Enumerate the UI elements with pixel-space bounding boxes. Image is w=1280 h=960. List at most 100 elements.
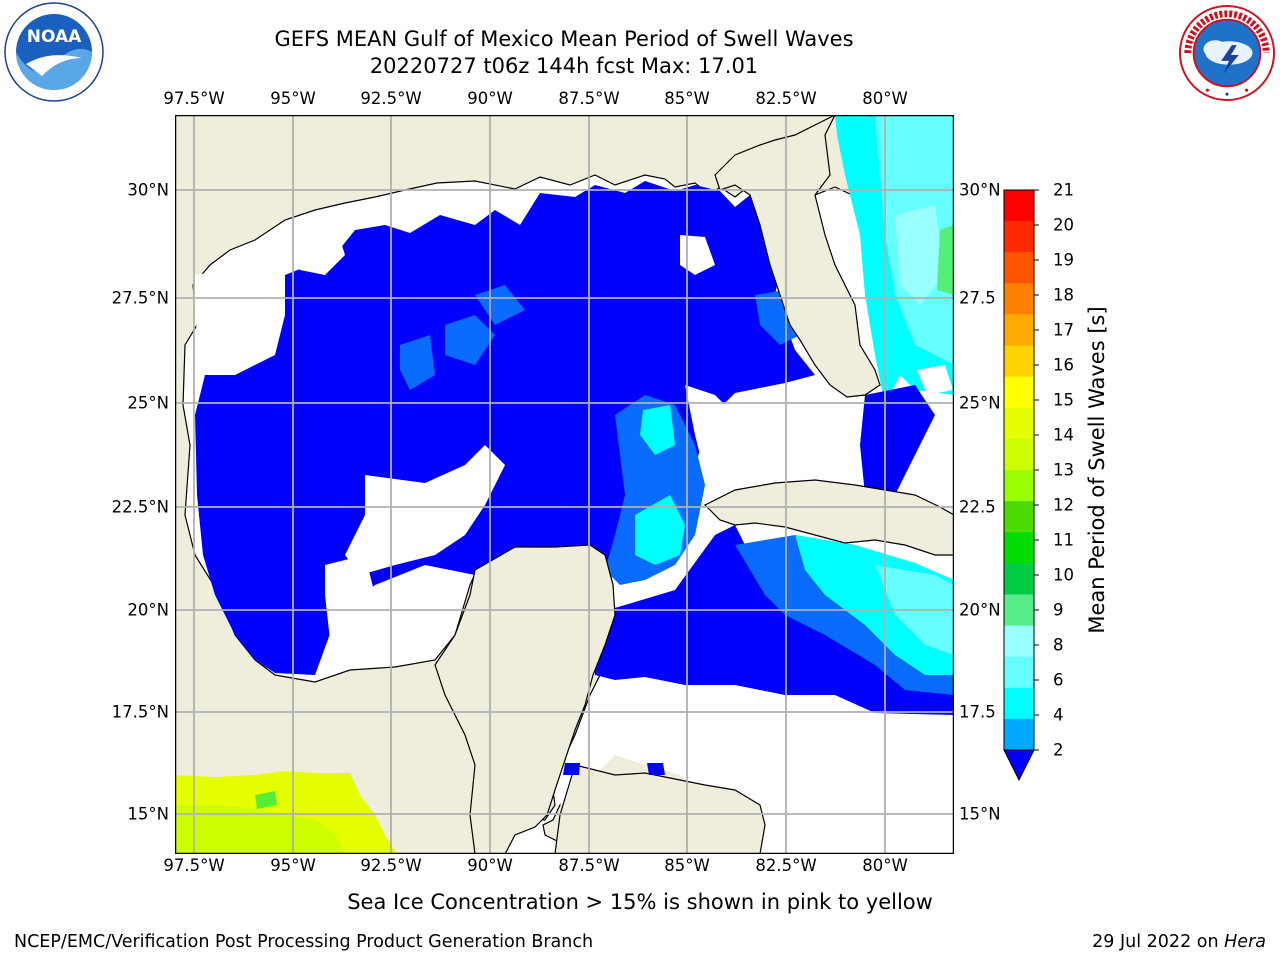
florida-peninsula bbox=[714, 115, 881, 398]
colorbar-segment bbox=[1004, 470, 1034, 502]
colorbar-segment bbox=[1004, 594, 1034, 627]
swell-field-6s-channel bbox=[635, 495, 685, 565]
colorbar-segment bbox=[1004, 252, 1034, 284]
colorbar-segment bbox=[1004, 190, 1034, 222]
lat-tick-left: 20°N bbox=[127, 600, 169, 620]
colorbar-label: 17 bbox=[1053, 320, 1074, 340]
lon-tick-bottom: 80°W bbox=[862, 856, 908, 875]
map-frame bbox=[175, 115, 954, 854]
colorbar-segment bbox=[1004, 407, 1034, 440]
colorbar-label: 15 bbox=[1053, 390, 1074, 410]
gulf-map bbox=[175, 115, 954, 854]
lat-tick-right: 22.5 bbox=[959, 497, 996, 517]
colorbar-segment bbox=[1004, 345, 1034, 378]
swell-field-4s-west bbox=[400, 335, 435, 390]
colorbar-label: 14 bbox=[1053, 425, 1074, 445]
colorbar-label: 9 bbox=[1053, 600, 1064, 620]
colorbar-label: 12 bbox=[1053, 495, 1074, 515]
colorbar-label: 13 bbox=[1053, 460, 1074, 480]
lon-tick-top: 87.5°W bbox=[558, 89, 620, 108]
colorbar-segment bbox=[1004, 501, 1034, 533]
footer-date: 29 Jul 2022 on Hera bbox=[1092, 932, 1266, 952]
nws-logo bbox=[1178, 4, 1276, 102]
swell-field-4s-central bbox=[445, 315, 495, 365]
colorbar bbox=[1003, 189, 1039, 782]
lon-tick-bottom: 97.5°W bbox=[163, 856, 225, 875]
lat-tick-right: 15°N bbox=[959, 804, 1001, 824]
colorbar-label: 21 bbox=[1053, 180, 1074, 200]
lat-tick-right: 27.5 bbox=[959, 288, 996, 308]
colorbar-label: 6 bbox=[1053, 670, 1064, 690]
colorbar-segment bbox=[1004, 376, 1034, 409]
colorbar-label: 20 bbox=[1053, 215, 1074, 235]
lon-tick-bottom: 82.5°W bbox=[755, 856, 817, 875]
swell-field-9s-atlantic bbox=[895, 205, 945, 305]
lon-tick-bottom: 90°W bbox=[467, 856, 513, 875]
lat-tick-right: 25°N bbox=[959, 393, 1001, 413]
colorbar-label: 18 bbox=[1053, 285, 1074, 305]
cuba-island bbox=[703, 479, 954, 556]
ice-concentration-green-spot bbox=[255, 791, 277, 809]
colorbar-segment bbox=[1004, 625, 1034, 658]
colorbar-label: 2 bbox=[1053, 740, 1064, 760]
colorbar-segment bbox=[1004, 532, 1034, 564]
lon-tick-bottom: 87.5°W bbox=[558, 856, 620, 875]
colorbar-segment bbox=[1004, 438, 1034, 471]
gulf-gap-coast bbox=[285, 223, 345, 275]
colorbar-label: 8 bbox=[1053, 635, 1064, 655]
gulf-gap-west bbox=[193, 265, 285, 355]
lon-tick-bottom: 95°W bbox=[270, 856, 316, 875]
lat-tick-left: 27.5°N bbox=[111, 288, 169, 308]
lon-tick-bottom: 85°W bbox=[664, 856, 710, 875]
colorbar-label: 19 bbox=[1053, 250, 1074, 270]
colorbar-label: 4 bbox=[1053, 705, 1064, 725]
swell-field-4s-north bbox=[475, 285, 525, 325]
colorbar-segment bbox=[1004, 314, 1034, 347]
colorbar-label: 10 bbox=[1053, 565, 1074, 585]
lat-tick-right: 30°N bbox=[959, 180, 1001, 200]
lat-tick-left: 17.5°N bbox=[111, 702, 169, 722]
lon-tick-top: 85°W bbox=[664, 89, 710, 108]
central-america-south bbox=[554, 764, 766, 854]
yucatan-peninsula bbox=[434, 544, 616, 854]
lon-tick-top: 97.5°W bbox=[163, 89, 225, 108]
ice-concentration-lime bbox=[175, 805, 345, 854]
chart-title: GEFS MEAN Gulf of Mexico Mean Period of … bbox=[274, 27, 854, 51]
lon-tick-top: 95°W bbox=[270, 89, 316, 108]
swell-field-6s-channel-2 bbox=[640, 405, 675, 455]
colorbar-segment bbox=[1004, 656, 1034, 689]
swell-field-10s-atlantic bbox=[937, 225, 954, 295]
graticule bbox=[175, 115, 954, 854]
lon-tick-bottom: 92.5°W bbox=[360, 856, 422, 875]
colorbar-segment bbox=[1004, 563, 1034, 595]
gulf-gap-northeast bbox=[680, 235, 715, 275]
lon-tick-top: 92.5°W bbox=[360, 89, 422, 108]
gulf-gap-central bbox=[345, 445, 505, 575]
lon-tick-top: 90°W bbox=[467, 89, 513, 108]
noaa-logo: NOAA bbox=[4, 2, 104, 102]
colorbar-segment bbox=[1004, 283, 1034, 315]
gulf-gap-southwest bbox=[325, 555, 375, 640]
lat-tick-right: 17.5 bbox=[959, 702, 996, 722]
colorbar-segment bbox=[1004, 687, 1034, 720]
chart-subtitle: 20220727 t06z 144h fcst Max: 17.01 bbox=[369, 54, 759, 78]
lat-tick-left: 22.5°N bbox=[111, 497, 169, 517]
bahamas-gap bbox=[917, 365, 953, 395]
swell-field-2s-bahamas bbox=[860, 385, 935, 495]
footer-credit: NCEP/EMC/Verification Post Processing Pr… bbox=[14, 932, 594, 952]
swell-field-2s-honduras-2 bbox=[647, 763, 665, 775]
colorbar-title: Mean Period of Swell Waves [s] bbox=[1085, 306, 1109, 634]
footer-host: Hera bbox=[1224, 932, 1266, 952]
colorbar-segment bbox=[1004, 718, 1034, 751]
lon-tick-top: 82.5°W bbox=[755, 89, 817, 108]
lon-tick-top: 80°W bbox=[862, 89, 908, 108]
caption: Sea Ice Concentration > 15% is shown in … bbox=[347, 890, 933, 914]
colorbar-label: 16 bbox=[1053, 355, 1074, 375]
lat-tick-left: 25°N bbox=[127, 393, 169, 413]
lat-tick-left: 15°N bbox=[127, 804, 169, 824]
lat-tick-right: 20°N bbox=[959, 600, 1001, 620]
lat-tick-left: 30°N bbox=[127, 180, 169, 200]
noaa-logo-text: NOAA bbox=[27, 27, 82, 47]
gulf-gap-east bbox=[685, 385, 735, 475]
colorbar-segment bbox=[1004, 221, 1034, 253]
